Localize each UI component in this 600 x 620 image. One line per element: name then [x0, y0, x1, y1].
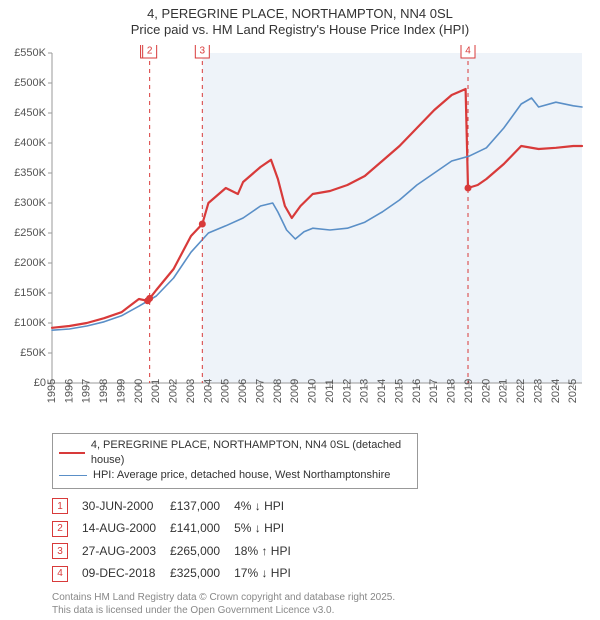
svg-text:£0: £0	[34, 376, 46, 388]
svg-text:2014: 2014	[376, 378, 388, 402]
legend-row: 4, PEREGRINE PLACE, NORTHAMPTON, NN4 0SL…	[59, 438, 411, 469]
table-row: 3 27-AUG-2003£265,00018% ↑ HPI	[52, 540, 305, 563]
svg-text:2015: 2015	[393, 378, 405, 402]
svg-text:2023: 2023	[532, 378, 544, 402]
svg-text:2009: 2009	[289, 378, 301, 402]
svg-text:2005: 2005	[220, 378, 232, 402]
line-chart-svg: £0 £50K £100K £150K £200K £250K £300K £350K £400…	[8, 45, 592, 425]
svg-text:2008: 2008	[272, 378, 284, 402]
svg-text:2001: 2001	[150, 378, 162, 402]
svg-text:2022: 2022	[515, 378, 527, 402]
sale-marker-box: 4	[52, 566, 68, 582]
svg-text:1998: 1998	[98, 378, 110, 402]
title-block: 4, PEREGRINE PLACE, NORTHAMPTON, NN4 0SL…	[8, 6, 592, 39]
svg-text:2021: 2021	[498, 378, 510, 402]
svg-text:2013: 2013	[359, 378, 371, 402]
svg-text:2006: 2006	[237, 378, 249, 402]
svg-text:2002: 2002	[168, 378, 180, 402]
svg-text:2003: 2003	[185, 378, 197, 402]
chart-container: 4, PEREGRINE PLACE, NORTHAMPTON, NN4 0SL…	[0, 0, 600, 620]
legend-swatch	[59, 452, 85, 454]
title-line-1: 4, PEREGRINE PLACE, NORTHAMPTON, NN4 0SL	[8, 6, 592, 22]
sale-date: 27-AUG-2003	[82, 540, 170, 563]
sale-date: 09-DEC-2018	[82, 562, 170, 585]
svg-text:2020: 2020	[480, 378, 492, 402]
svg-text:£500K: £500K	[14, 76, 46, 88]
svg-text:2017: 2017	[428, 378, 440, 402]
svg-text:1997: 1997	[81, 378, 93, 402]
legend-label: 4, PEREGRINE PLACE, NORTHAMPTON, NN4 0SL…	[91, 438, 411, 469]
svg-text:£400K: £400K	[14, 136, 46, 148]
legend-swatch	[59, 475, 87, 476]
sale-date: 30-JUN-2000	[82, 495, 170, 518]
sale-marker-box: 2	[52, 521, 68, 537]
svg-text:2007: 2007	[254, 378, 266, 402]
svg-text:1996: 1996	[63, 378, 75, 402]
svg-text:1999: 1999	[115, 378, 127, 402]
sale-price: £137,000	[170, 495, 234, 518]
svg-text:2019: 2019	[463, 378, 475, 402]
footnote-line-1: Contains HM Land Registry data © Crown c…	[52, 591, 592, 604]
svg-text:£200K: £200K	[14, 256, 46, 268]
sale-delta: 4% ↓ HPI	[234, 495, 305, 518]
svg-text:£150K: £150K	[14, 286, 46, 298]
svg-text:2010: 2010	[307, 378, 319, 402]
svg-text:2018: 2018	[446, 378, 458, 402]
sale-delta: 18% ↑ HPI	[234, 540, 305, 563]
sale-price: £141,000	[170, 517, 234, 540]
legend-label: HPI: Average price, detached house, West…	[93, 468, 390, 483]
sale-delta: 5% ↓ HPI	[234, 517, 305, 540]
svg-text:£100K: £100K	[14, 316, 46, 328]
footnote-line-2: This data is licensed under the Open Gov…	[52, 604, 592, 617]
svg-text:2004: 2004	[202, 378, 214, 402]
svg-text:2000: 2000	[133, 378, 145, 402]
svg-text:2024: 2024	[550, 378, 562, 402]
sale-price: £265,000	[170, 540, 234, 563]
svg-text:£450K: £450K	[14, 106, 46, 118]
svg-text:£350K: £350K	[14, 166, 46, 178]
sales-table: 1 30-JUN-2000£137,0004% ↓ HPI 2 14-AUG-2000…	[52, 495, 305, 585]
svg-text:4: 4	[465, 45, 471, 56]
svg-text:3: 3	[200, 45, 206, 56]
svg-text:2016: 2016	[411, 378, 423, 402]
svg-text:2: 2	[147, 45, 153, 56]
table-row: 4 09-DEC-2018£325,00017% ↓ HPI	[52, 562, 305, 585]
svg-text:1995: 1995	[46, 378, 58, 402]
svg-text:2012: 2012	[341, 378, 353, 402]
table-row: 2 14-AUG-2000£141,0005% ↓ HPI	[52, 517, 305, 540]
sale-marker-box: 3	[52, 543, 68, 559]
svg-text:£300K: £300K	[14, 196, 46, 208]
svg-text:2011: 2011	[324, 379, 336, 403]
footnote: Contains HM Land Registry data © Crown c…	[52, 591, 592, 617]
title-line-2: Price paid vs. HM Land Registry's House …	[8, 22, 592, 38]
svg-text:£550K: £550K	[14, 46, 46, 58]
table-row: 1 30-JUN-2000£137,0004% ↓ HPI	[52, 495, 305, 518]
sale-date: 14-AUG-2000	[82, 517, 170, 540]
chart-area: £0 £50K £100K £150K £200K £250K £300K £350K £400…	[8, 45, 592, 425]
sale-price: £325,000	[170, 562, 234, 585]
svg-text:2025: 2025	[567, 378, 579, 402]
legend: 4, PEREGRINE PLACE, NORTHAMPTON, NN4 0SL…	[52, 433, 418, 489]
legend-row: HPI: Average price, detached house, West…	[59, 468, 411, 483]
sale-marker-box: 1	[52, 498, 68, 514]
sale-delta: 17% ↓ HPI	[234, 562, 305, 585]
svg-text:£50K: £50K	[20, 346, 46, 358]
svg-text:£250K: £250K	[14, 226, 46, 238]
